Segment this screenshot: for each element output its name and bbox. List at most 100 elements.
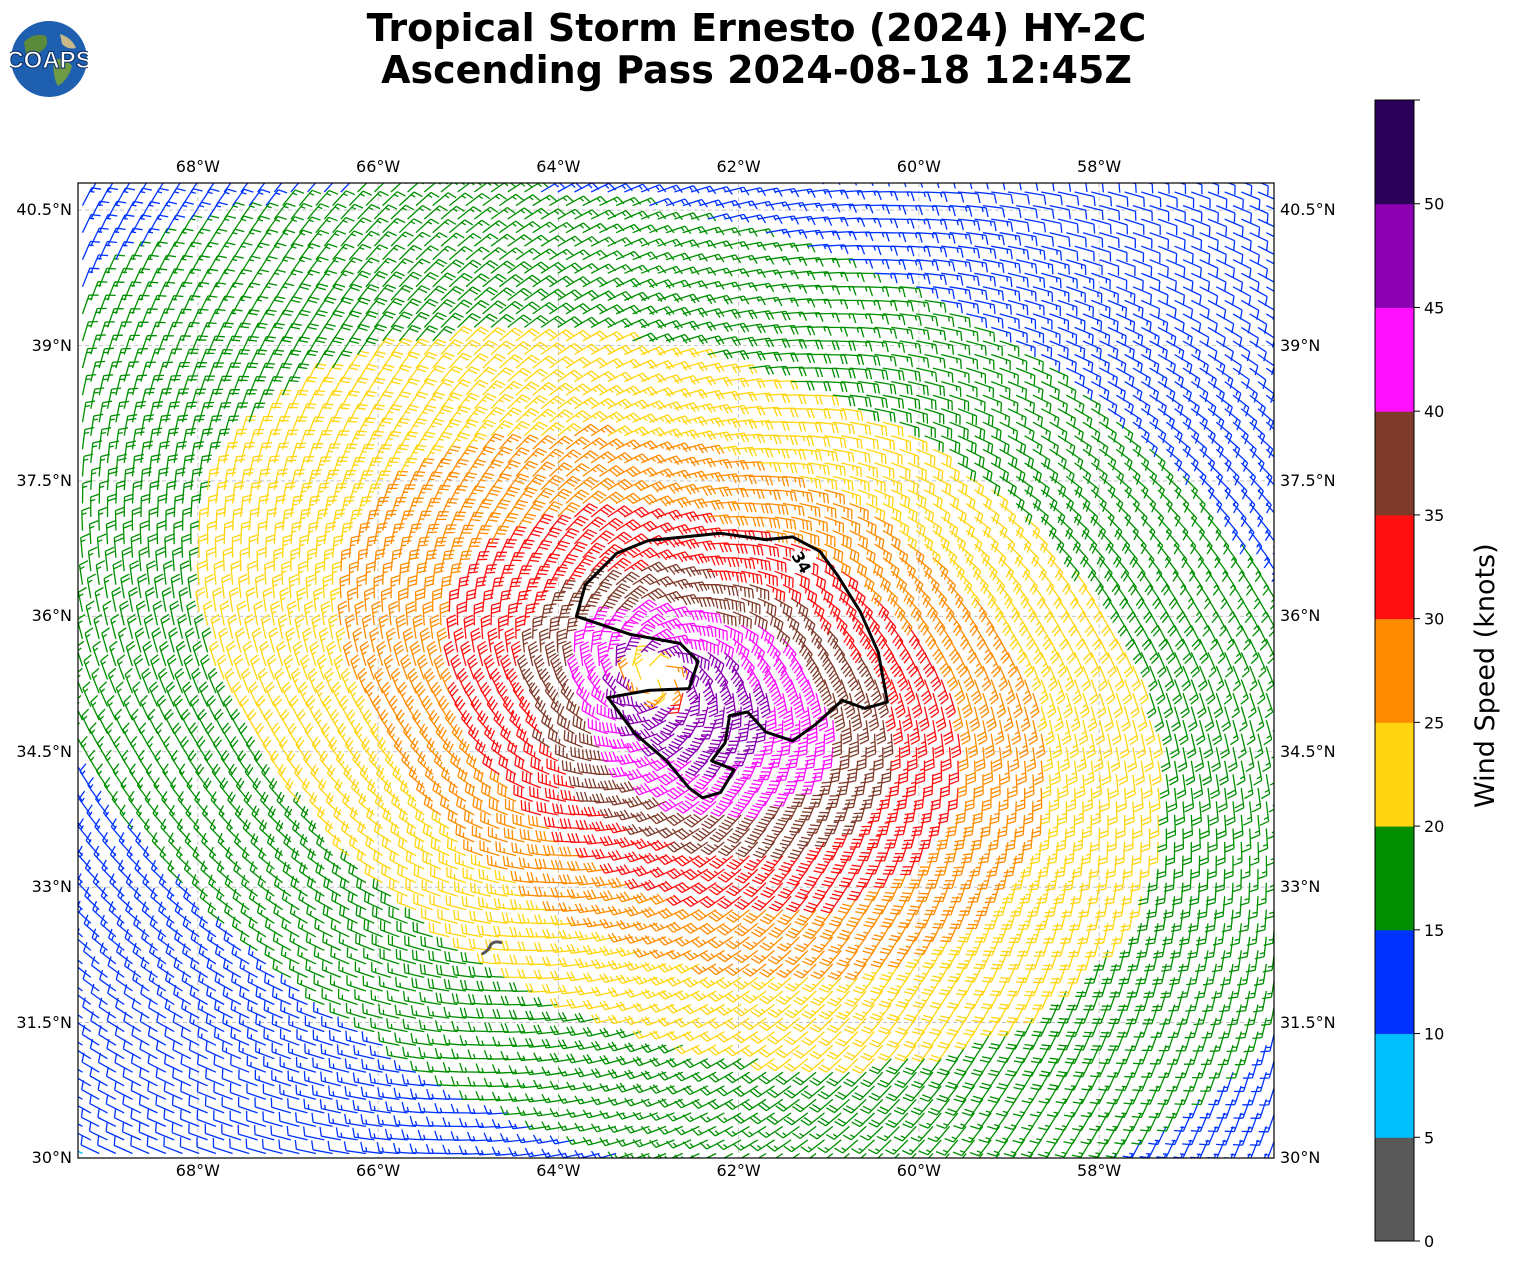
wind-barb	[400, 654, 412, 680]
wind-barb	[898, 638, 911, 664]
wind-barb	[164, 998, 183, 1019]
wind-barb	[1249, 1126, 1267, 1146]
wind-barb	[157, 929, 175, 951]
wind-barb	[691, 963, 717, 975]
wind-barb	[145, 763, 159, 789]
wind-barb	[255, 986, 275, 1006]
wind-barb	[110, 613, 120, 640]
wind-barb	[246, 1027, 267, 1046]
wind-barb	[599, 1110, 625, 1120]
wind-barb	[877, 1071, 900, 1088]
wind-barb	[311, 736, 325, 762]
wind-barb	[97, 1135, 117, 1155]
wind-barb	[1123, 1112, 1142, 1132]
wind-barb	[1221, 706, 1232, 732]
wind-barb	[304, 987, 325, 1006]
wind-barb	[841, 720, 853, 745]
wind-barb	[1122, 679, 1133, 705]
wind-barb	[440, 667, 452, 694]
wind-barb	[344, 1058, 367, 1073]
wind-barb	[948, 638, 961, 664]
wind-barb	[171, 1095, 192, 1114]
wind-barb	[78, 845, 92, 870]
wind-barb	[117, 627, 127, 653]
wind-barb	[861, 990, 884, 1008]
wind-barb	[574, 875, 600, 886]
wind-barb	[948, 611, 962, 637]
wind-barb	[140, 956, 158, 978]
wind-barb	[270, 1125, 292, 1141]
wind-barb	[924, 462, 944, 481]
wind-barb	[483, 1132, 508, 1143]
wind-barb	[79, 763, 92, 789]
wind-barb	[1257, 462, 1273, 486]
wind-barb	[344, 736, 359, 762]
wind-barb	[1117, 990, 1134, 1011]
wind-barb	[868, 1085, 892, 1101]
wind-barb	[533, 1052, 558, 1062]
wind-barb	[890, 625, 904, 650]
wind-barb	[363, 919, 383, 938]
wind-barb	[84, 887, 100, 911]
wind-barb	[876, 1153, 884, 1158]
wind-barb	[590, 581, 613, 599]
wind-barb	[541, 1121, 567, 1131]
wind-barb	[549, 997, 575, 1008]
wind-barb	[223, 228, 245, 247]
wind-barb	[822, 652, 836, 678]
wind-barb	[843, 1044, 867, 1061]
wind-barb	[141, 667, 151, 694]
wind-barb	[1213, 692, 1224, 719]
wind-barb	[204, 1096, 225, 1114]
wind-barb	[1106, 1112, 1126, 1132]
wind-barb	[435, 964, 458, 979]
wind-barb	[1224, 516, 1239, 541]
wind-barb	[430, 837, 450, 857]
wind-barb	[85, 600, 95, 626]
wind-barb	[541, 1066, 567, 1076]
wind-barb	[868, 706, 880, 732]
wind-barb	[303, 1098, 325, 1114]
wind-barb	[1023, 1004, 1042, 1024]
wind-barb	[460, 709, 475, 735]
wind-barb	[171, 1123, 192, 1141]
wind-barb	[148, 998, 167, 1019]
wind-barb	[920, 1004, 942, 1022]
wind-barb	[818, 1031, 842, 1047]
wind-barb	[122, 722, 134, 748]
wind-barb	[1071, 1139, 1092, 1158]
wind-barb	[335, 750, 350, 775]
wind-barb	[1232, 367, 1250, 389]
wind-barb	[196, 736, 209, 762]
wind-barb	[368, 750, 384, 775]
wind-barb	[1033, 963, 1051, 984]
wind-barb	[1013, 1044, 1034, 1064]
wind-barb	[591, 848, 617, 860]
wind-barb	[1082, 584, 1096, 610]
wind-barb	[516, 1079, 542, 1089]
wind-barb	[1115, 503, 1132, 527]
wind-barb	[640, 587, 666, 602]
wind-barb	[1032, 530, 1048, 554]
wind-barb	[1107, 1031, 1126, 1051]
wind-barb	[1049, 557, 1064, 582]
wind-barb	[360, 1114, 383, 1128]
wind-barb	[615, 672, 634, 694]
wind-barb	[1275, 571, 1286, 595]
wind-barb	[1050, 963, 1067, 984]
wind-barb	[460, 951, 483, 965]
wind-barb	[1055, 1085, 1076, 1105]
wind-barb	[270, 1097, 292, 1114]
wind-barb	[493, 710, 509, 735]
wind-barb	[1249, 665, 1258, 692]
wind-barb	[162, 763, 175, 789]
wind-barb	[182, 915, 200, 938]
wind-barb	[591, 821, 617, 832]
wind-barb	[125, 873, 142, 897]
wind-barb	[893, 1098, 917, 1115]
wind-barb	[699, 1139, 725, 1150]
wind-barb	[1228, 950, 1242, 973]
wind-barb	[246, 1083, 267, 1100]
wind-barb	[133, 887, 150, 911]
wind-barb	[387, 934, 408, 952]
